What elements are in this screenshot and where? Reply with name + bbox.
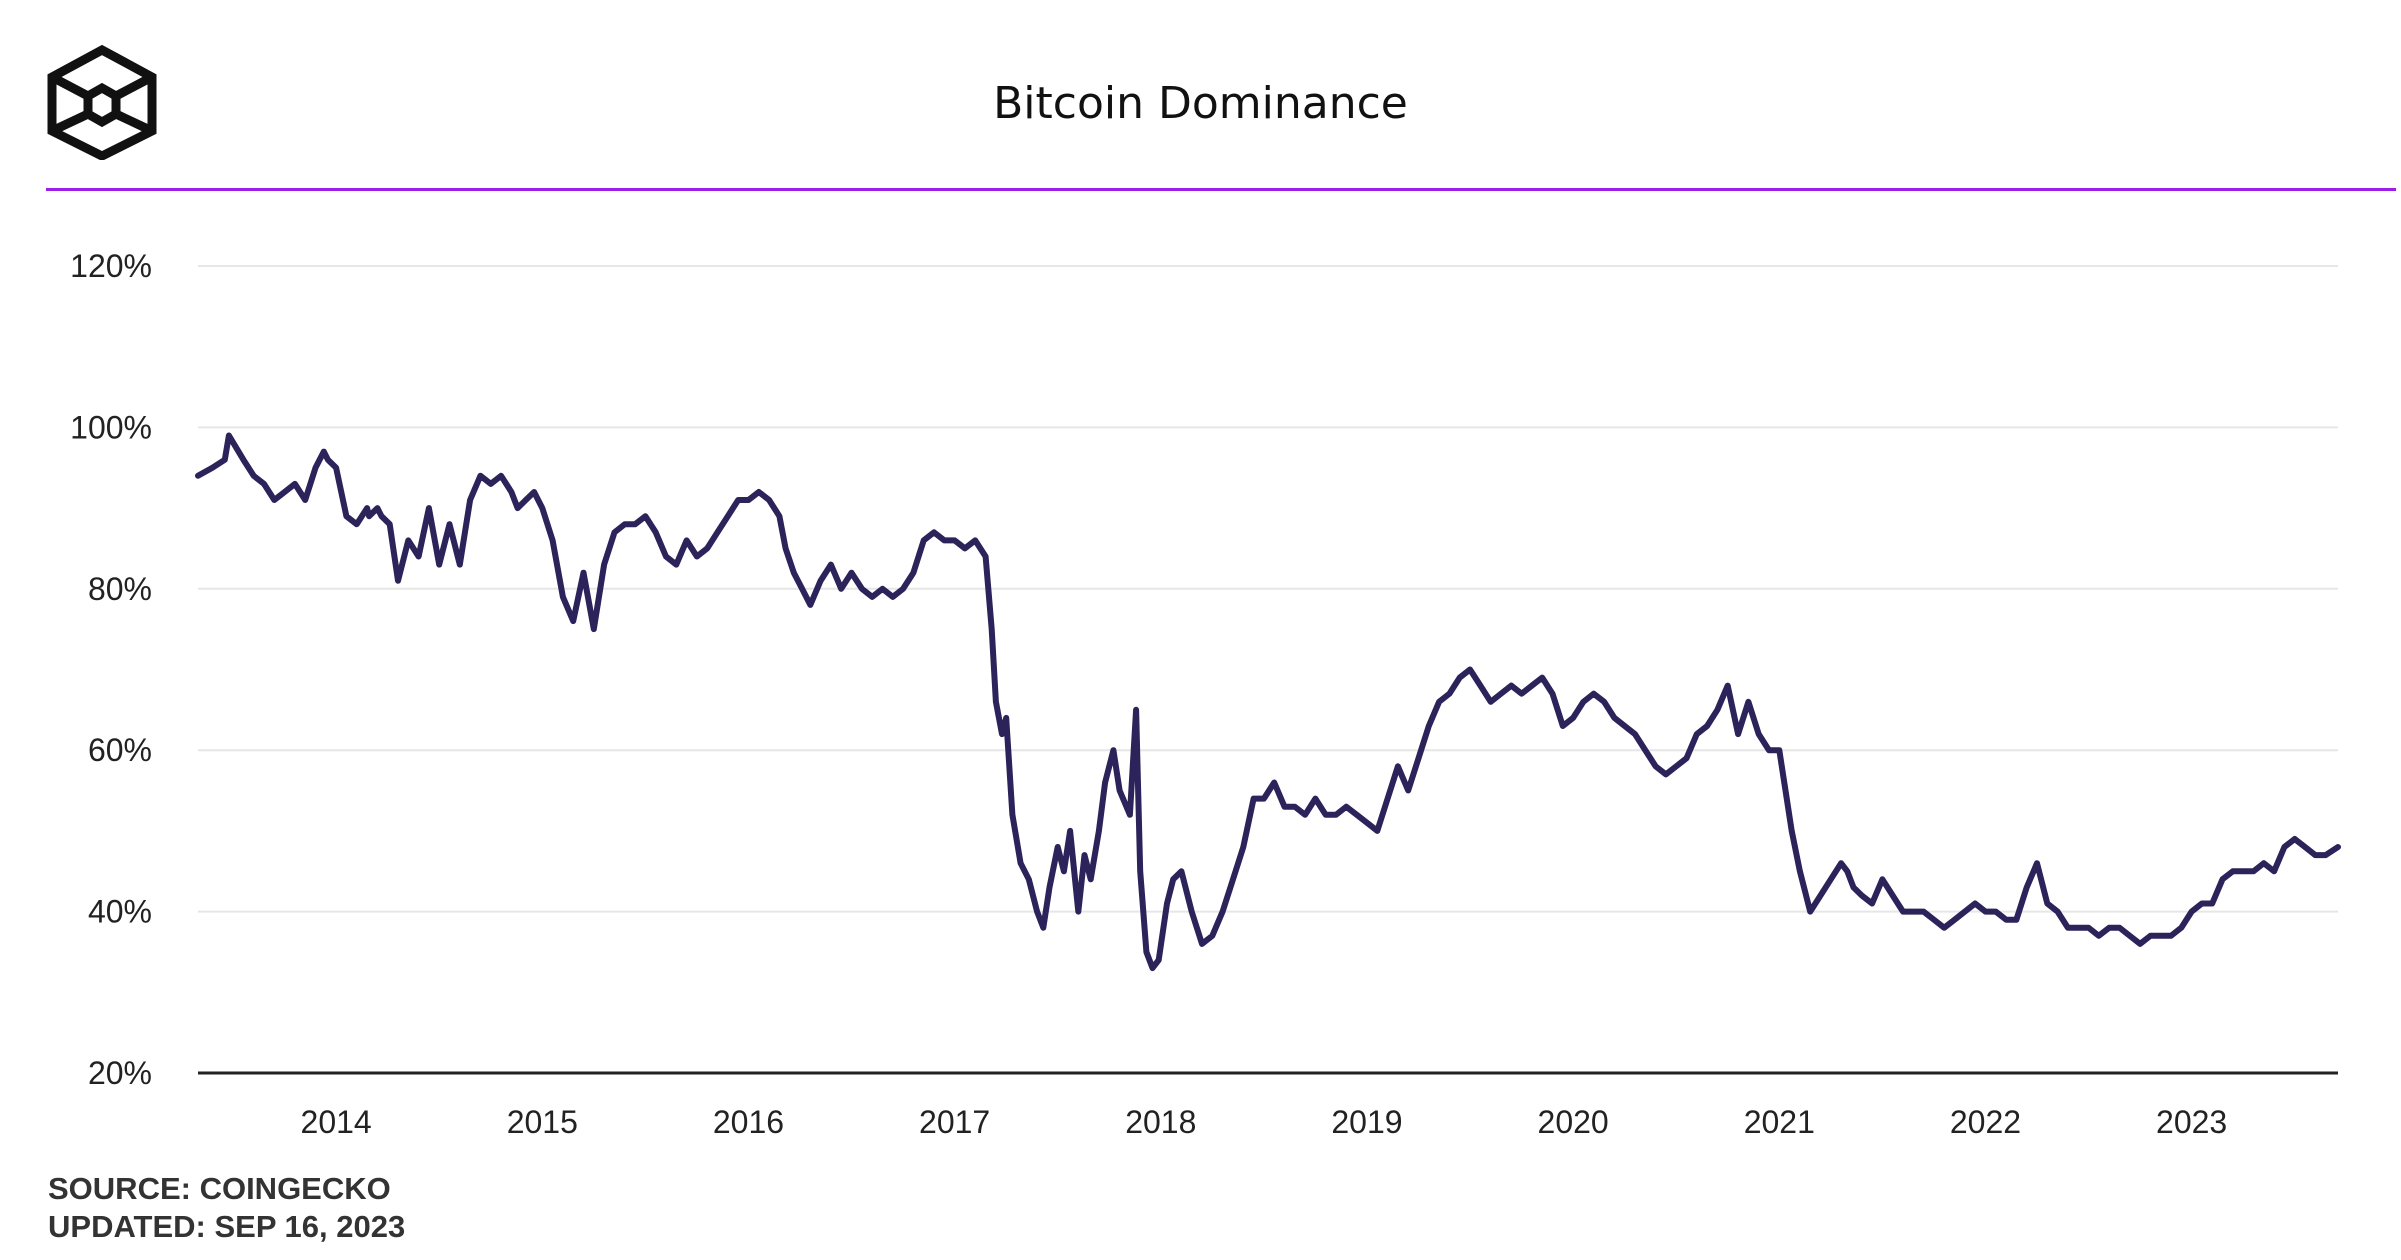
series-line-bitcoin-dominance <box>195 432 2341 972</box>
x-tick-label: 2015 <box>507 1104 578 1140</box>
x-tick-label: 2020 <box>1538 1104 1609 1140</box>
source-note: SOURCE: COINGECKO <box>48 1171 391 1206</box>
x-tick-label: 2019 <box>1331 1104 1402 1140</box>
hexagon-cube-logo-icon <box>47 44 157 160</box>
chart-title: Bitcoin Dominance <box>993 78 1408 129</box>
x-tick-label: 2021 <box>1744 1104 1815 1140</box>
y-tick-label: 100% <box>70 409 152 445</box>
x-tick-label: 2014 <box>301 1104 372 1140</box>
y-tick-label: 120% <box>70 248 152 284</box>
title-divider <box>46 188 2396 191</box>
chart-footer: SOURCE: COINGECKO UPDATED: SEP 16, 2023 <box>48 1170 405 1246</box>
x-tick-label: 2018 <box>1125 1104 1196 1140</box>
x-tick-label: 2023 <box>2156 1104 2227 1140</box>
y-tick-label: 60% <box>88 732 152 768</box>
y-tick-label: 40% <box>88 894 152 930</box>
x-tick-label: 2022 <box>1950 1104 2021 1140</box>
y-tick-label: 80% <box>88 571 152 607</box>
x-tick-label: 2016 <box>713 1104 784 1140</box>
x-tick-label: 2017 <box>919 1104 990 1140</box>
gridlines <box>198 265 2338 913</box>
updated-note: UPDATED: SEP 16, 2023 <box>48 1209 406 1244</box>
y-axis: 20% 40% 60% 80% 100% 120% <box>70 248 152 1091</box>
x-axis: 2014 2015 2016 2017 2018 2019 2020 2021 2022 2023 <box>301 1104 2228 1140</box>
y-tick-label: 20% <box>88 1055 152 1091</box>
